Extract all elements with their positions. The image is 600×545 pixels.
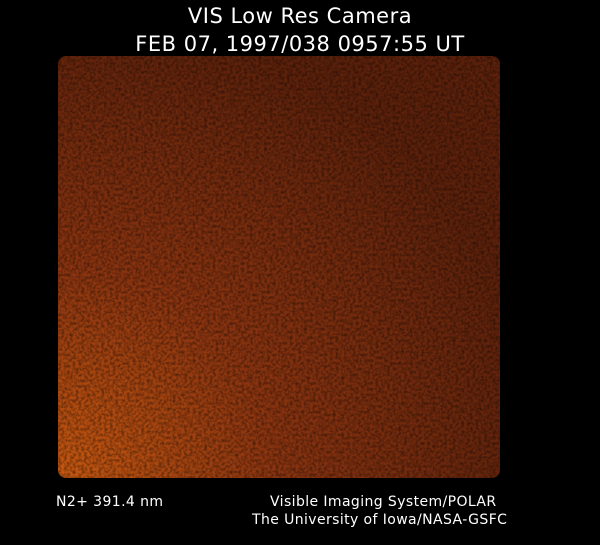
credit-line-1: Visible Imaging System/POLAR bbox=[270, 494, 497, 510]
credit-line-2: The University of Iowa/NASA-GSFC bbox=[252, 512, 508, 528]
camera-frame-image bbox=[58, 56, 500, 478]
wavelength-label: N2+ 391.4 nm bbox=[56, 494, 164, 510]
timestamp: FEB 07, 1997/038 0957:55 UT bbox=[135, 32, 465, 56]
instrument-title: VIS Low Res Camera bbox=[187, 4, 413, 28]
sensor-edge-strip bbox=[502, 60, 532, 480]
